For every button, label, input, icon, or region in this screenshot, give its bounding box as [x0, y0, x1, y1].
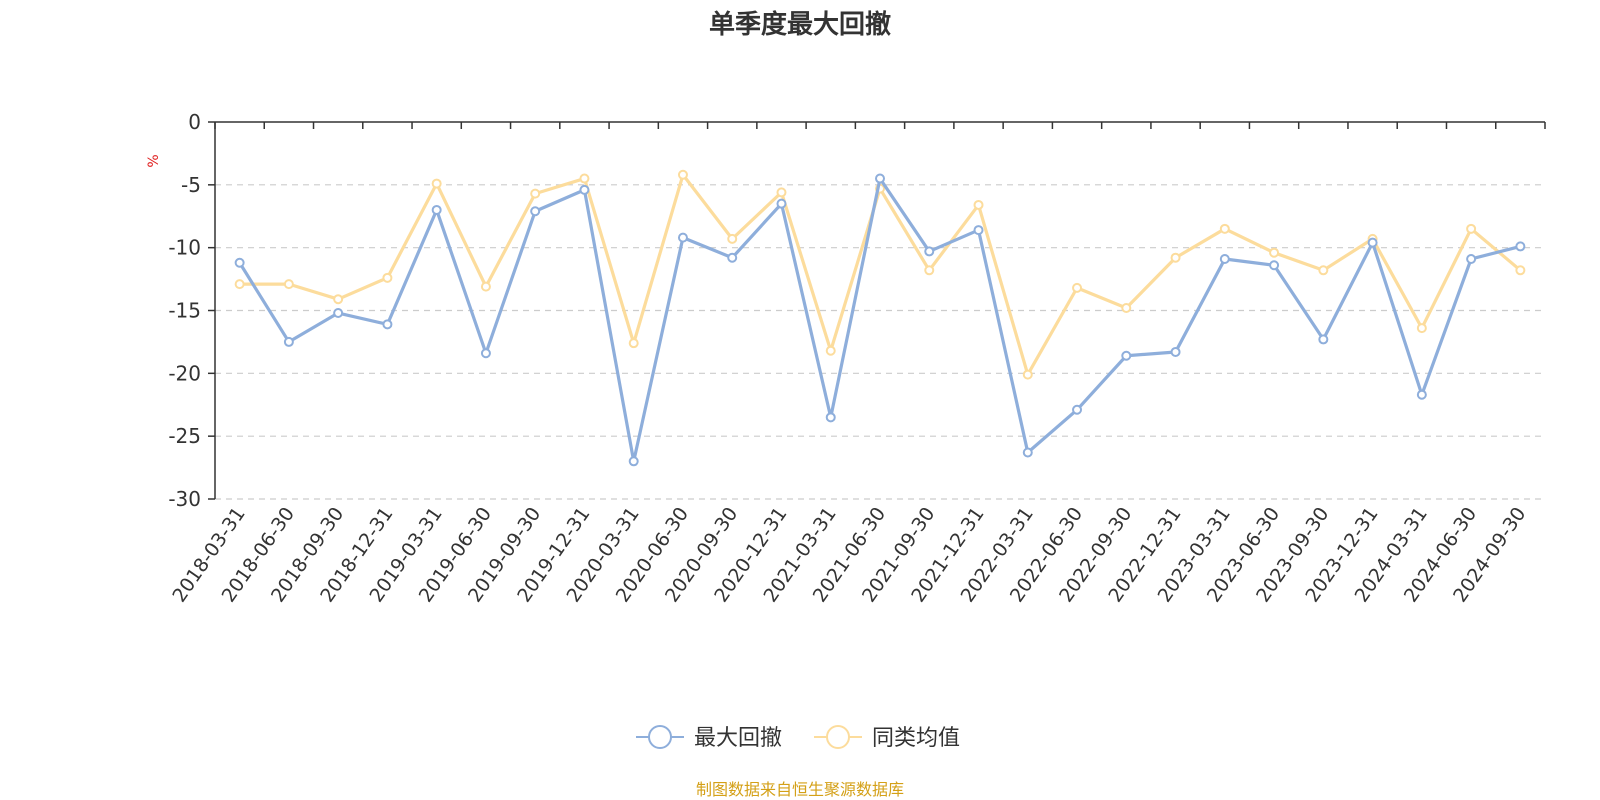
data-point[interactable]: [1170, 252, 1181, 263]
legend-marker: [648, 725, 672, 749]
data-point[interactable]: [1515, 265, 1526, 276]
data-point[interactable]: [776, 198, 787, 209]
data-point[interactable]: [234, 279, 245, 290]
data-point[interactable]: [480, 281, 491, 292]
source-note: 制图数据来自恒生聚源数据库: [696, 780, 904, 799]
y-tick-label: 0: [188, 110, 201, 134]
data-point[interactable]: [530, 206, 541, 217]
data-point[interactable]: [283, 279, 294, 290]
data-point[interactable]: [333, 294, 344, 305]
legend-label: 最大回撤: [694, 726, 782, 751]
data-point[interactable]: [1121, 350, 1132, 361]
data-point[interactable]: [579, 173, 590, 184]
y-tick-label: -15: [168, 299, 201, 323]
data-point[interactable]: [727, 233, 738, 244]
data-point[interactable]: [924, 246, 935, 257]
data-point[interactable]: [1022, 447, 1033, 458]
y-tick-labels: 0 -5 -10 -15 -20 -25 -30: [168, 110, 201, 511]
data-point[interactable]: [825, 412, 836, 423]
data-point[interactable]: [530, 188, 541, 199]
data-point[interactable]: [1416, 389, 1427, 400]
y-tick-label: -5: [181, 173, 201, 197]
data-point[interactable]: [973, 225, 984, 236]
axes: [208, 121, 1546, 500]
data-point[interactable]: [1121, 302, 1132, 313]
x-tick-labels: 2018-03-312018-06-302018-09-302018-12-31…: [168, 503, 1530, 606]
data-point[interactable]: [924, 265, 935, 276]
series-2: [234, 169, 1526, 380]
series-1: [234, 173, 1526, 467]
y-tick-label: -20: [168, 361, 201, 385]
legend-label: 同类均值: [872, 726, 960, 751]
data-point[interactable]: [1219, 253, 1230, 264]
data-point[interactable]: [1416, 323, 1427, 334]
data-point[interactable]: [1219, 223, 1230, 234]
series-line: [238, 176, 1522, 463]
data-point[interactable]: [1072, 282, 1083, 293]
series-lines: [234, 169, 1526, 467]
data-point[interactable]: [1318, 265, 1329, 276]
data-point[interactable]: [1072, 404, 1083, 415]
data-point[interactable]: [283, 336, 294, 347]
data-point[interactable]: [677, 232, 688, 243]
data-point[interactable]: [727, 252, 738, 263]
data-point[interactable]: [234, 257, 245, 268]
data-point[interactable]: [1269, 247, 1280, 258]
data-point[interactable]: [1170, 346, 1181, 357]
legend: 最大回撤 同类均值: [636, 725, 960, 751]
data-point[interactable]: [628, 338, 639, 349]
chart-title: 单季度最大回撤: [709, 9, 891, 40]
data-point[interactable]: [973, 199, 984, 210]
data-point[interactable]: [825, 345, 836, 356]
legend-marker: [826, 725, 850, 749]
series-line: [238, 173, 1522, 377]
data-point[interactable]: [875, 173, 885, 184]
data-point[interactable]: [1318, 334, 1329, 345]
legend-item-1[interactable]: 最大回撤: [636, 725, 782, 751]
legend-item-2[interactable]: 同类均值: [814, 725, 960, 751]
data-point[interactable]: [382, 319, 393, 330]
data-point[interactable]: [1466, 223, 1477, 234]
data-point[interactable]: [1367, 237, 1378, 248]
y-tick-label: -30: [168, 487, 201, 511]
y-tick-label: -10: [168, 236, 201, 260]
data-point[interactable]: [1515, 241, 1526, 252]
data-point[interactable]: [382, 272, 393, 283]
data-point[interactable]: [431, 204, 442, 215]
y-axis-unit: %: [146, 154, 162, 167]
data-point[interactable]: [1269, 260, 1280, 271]
data-point[interactable]: [1466, 253, 1477, 264]
data-point[interactable]: [628, 456, 639, 467]
data-point[interactable]: [333, 308, 344, 319]
grid-lines: [215, 184, 1545, 500]
y-tick-label: -25: [168, 424, 201, 448]
data-point[interactable]: [480, 348, 491, 359]
data-point[interactable]: [677, 169, 688, 180]
data-point[interactable]: [431, 178, 442, 189]
data-point[interactable]: [1022, 369, 1033, 380]
data-point[interactable]: [579, 184, 590, 195]
data-point[interactable]: [776, 187, 787, 198]
